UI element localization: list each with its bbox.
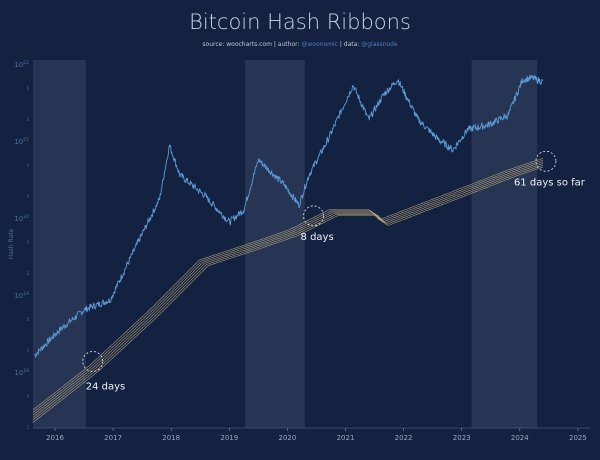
capitulation-shade [244,60,305,428]
price-line [34,73,544,359]
y-tick-label: 1019 [14,291,29,300]
x-tick-label: 2023 [453,434,471,442]
annotation-circle [303,205,324,227]
hash-ribbon-line [32,158,544,411]
source-label: source: [202,41,227,48]
y-minor-label: 5 [26,240,29,245]
chart-subtitle: source: woocharts.com | author: @woonomi… [0,41,600,48]
x-tick-label: 2016 [46,434,64,442]
y-minor-label: 5 [26,394,29,399]
x-tick-label: 2021 [337,434,355,442]
hash-ribbon-line [32,166,544,423]
y-minor-label: 2 [26,425,29,430]
y-tick-label: 1022 [14,60,29,69]
x-tick-label: 2019 [220,434,238,442]
x-tick-label: 2024 [511,434,529,442]
x-tick-label: 2022 [395,434,413,442]
chart-title: Bitcoin Hash Ribbons [189,10,411,34]
hash-ribbon-line [32,165,544,421]
y-minor-label: 5 [26,163,29,168]
author-label: | author: [271,41,302,48]
y-minor-label: 2 [26,348,29,353]
data-label: | data: [337,41,362,48]
y-tick-label: 1021 [14,137,29,146]
x-tick-label: 2025 [569,434,587,442]
y-minor-label: 2 [26,194,29,199]
capitulation-shade [471,60,538,428]
x-tick-label: 2020 [278,434,296,442]
y-axis-label: Hash Rate [8,228,15,259]
annotation-label: 24 days [86,381,126,392]
annotation-circle [535,150,557,172]
y-minor-label: 2 [26,271,29,276]
hash-ribbon-line [32,161,544,416]
data-link[interactable]: @glassnode [361,41,398,48]
annotation-label: 61 days so far [514,177,586,188]
y-tick-label: 1018 [14,368,29,377]
author-link[interactable]: @woonomic [301,41,338,48]
y-tick-label: 1020 [14,214,29,223]
annotation-label: 8 days [301,232,334,243]
capitulation-shade [32,60,86,428]
y-minor-label: 5 [26,317,29,322]
y-minor-label: 2 [26,117,29,122]
hash-ribbon-line [32,159,544,413]
y-minor-label: 5 [26,86,29,91]
x-tick-label: 2017 [104,434,122,442]
hash-ribbon-line [32,163,544,418]
annotation-circle [82,351,104,372]
x-tick-label: 2018 [162,434,180,442]
source-link[interactable]: woocharts.com [226,41,272,48]
